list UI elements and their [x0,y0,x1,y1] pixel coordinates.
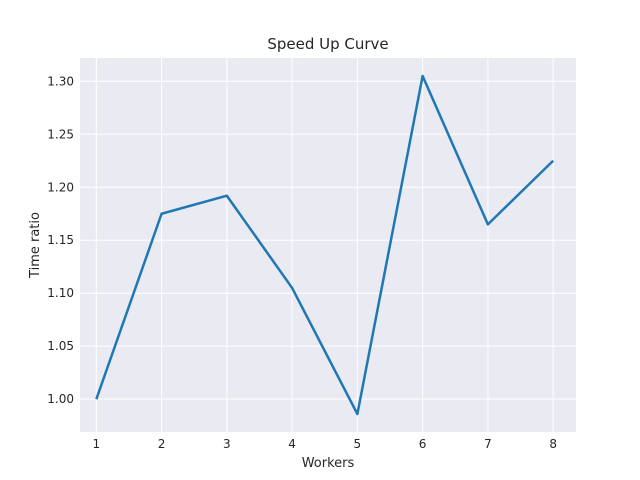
x-tick-label-2: 2 [158,437,166,451]
x-tick-label-4: 4 [288,437,296,451]
x-tick-label-5: 5 [354,437,362,451]
x-ticks: 1 2 3 4 5 6 7 8 [92,437,556,451]
chart-title: Speed Up Curve [267,35,388,53]
y-tick-label-1: 1.00 [47,392,74,406]
x-tick-label-8: 8 [549,437,557,451]
y-tick-label-4: 1.15 [47,233,74,247]
x-tick-label-7: 7 [484,437,492,451]
x-axis-label: Workers [302,456,355,471]
y-axis-label: Time ratio [28,212,43,279]
series-line-1 [95,74,555,416]
plot-area [80,58,576,432]
series-layer [95,74,555,416]
y-tick-label-3: 1.10 [47,286,74,300]
grid [80,58,576,432]
y-tick-label-6: 1.25 [47,127,74,141]
x-tick-label-1: 1 [92,437,100,451]
y-tick-label-2: 1.05 [47,339,74,353]
y-ticks: 1.00 1.05 1.10 1.15 1.20 1.25 1.30 [47,74,74,406]
y-tick-label-7: 1.30 [47,74,74,88]
y-tick-label-5: 1.20 [47,180,74,194]
x-tick-label-3: 3 [223,437,231,451]
x-tick-label-6: 6 [419,437,427,451]
